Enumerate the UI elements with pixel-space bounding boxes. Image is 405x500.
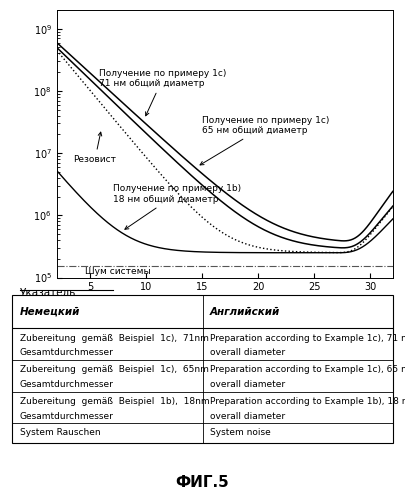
Text: Preparation according to Example 1c), 65 nm: Preparation according to Example 1c), 65… bbox=[210, 366, 405, 374]
Text: Preparation according to Example 1c), 71 nm: Preparation according to Example 1c), 71… bbox=[210, 334, 405, 342]
Text: Шум системы: Шум системы bbox=[85, 267, 150, 276]
Text: Gesamtdurchmesser: Gesamtdurchmesser bbox=[20, 380, 114, 389]
Text: Zubereitung  gemäß  Beispiel  1c),  71nm: Zubereitung gemäß Beispiel 1c), 71nm bbox=[20, 334, 209, 342]
Text: Немецкий: Немецкий bbox=[20, 306, 80, 316]
Text: overall diameter: overall diameter bbox=[210, 412, 285, 421]
Text: Получение по примеру 1c)
71 нм общий диаметр: Получение по примеру 1c) 71 нм общий диа… bbox=[99, 68, 227, 116]
Text: Указатель: Указатель bbox=[20, 288, 77, 298]
Text: System Rauschen: System Rauschen bbox=[20, 428, 100, 438]
Text: Gesamtdurchmesser: Gesamtdurchmesser bbox=[20, 412, 114, 421]
Text: Получение по примеру 1b)
18 нм общий диаметр: Получение по примеру 1b) 18 нм общий диа… bbox=[113, 184, 241, 230]
Text: Zubereitung  gemäß  Beispiel  1b),  18nm: Zubereitung gemäß Beispiel 1b), 18nm bbox=[20, 397, 209, 406]
Text: overall diameter: overall diameter bbox=[210, 348, 285, 358]
Text: ФИГ.5: ФИГ.5 bbox=[176, 475, 229, 490]
Text: Английский: Английский bbox=[210, 306, 280, 316]
Text: Zubereitung  gemäß  Beispiel  1c),  65nm: Zubereitung gemäß Beispiel 1c), 65nm bbox=[20, 366, 209, 374]
Text: Gesamtdurchmesser: Gesamtdurchmesser bbox=[20, 348, 114, 358]
Text: Preparation according to Example 1b), 18 nm: Preparation according to Example 1b), 18… bbox=[210, 397, 405, 406]
Text: Резовист: Резовист bbox=[73, 132, 117, 164]
Text: System noise: System noise bbox=[210, 428, 271, 438]
Text: Получение по примеру 1c)
65 нм общий диаметр: Получение по примеру 1c) 65 нм общий диа… bbox=[200, 116, 330, 165]
Text: overall diameter: overall diameter bbox=[210, 380, 285, 389]
